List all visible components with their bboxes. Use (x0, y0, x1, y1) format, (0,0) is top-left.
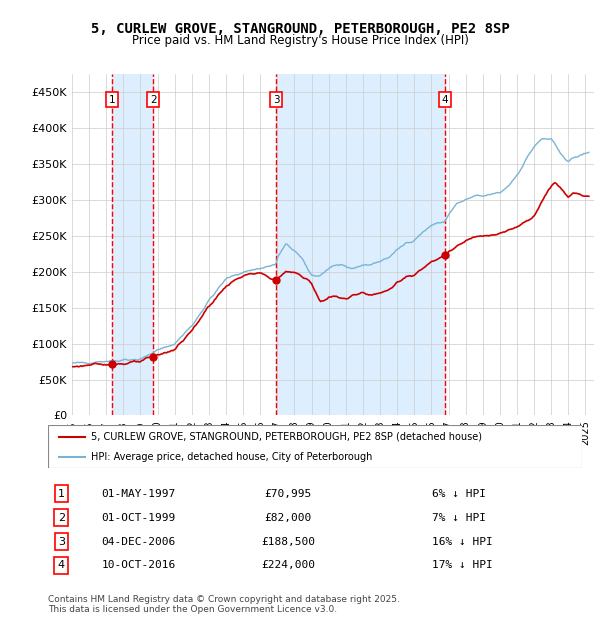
Text: 5, CURLEW GROVE, STANGROUND, PETERBOROUGH, PE2 8SP (detached house): 5, CURLEW GROVE, STANGROUND, PETERBOROUG… (91, 432, 482, 442)
Text: £188,500: £188,500 (262, 536, 316, 547)
Text: £70,995: £70,995 (265, 489, 312, 499)
Text: 2: 2 (58, 513, 65, 523)
Text: 4: 4 (442, 94, 448, 105)
Text: 5, CURLEW GROVE, STANGROUND, PETERBOROUGH, PE2 8SP: 5, CURLEW GROVE, STANGROUND, PETERBOROUG… (91, 22, 509, 36)
Text: 7% ↓ HPI: 7% ↓ HPI (433, 513, 487, 523)
Text: Contains HM Land Registry data © Crown copyright and database right 2025.: Contains HM Land Registry data © Crown c… (48, 595, 400, 604)
Text: 6% ↓ HPI: 6% ↓ HPI (433, 489, 487, 499)
Text: This data is licensed under the Open Government Licence v3.0.: This data is licensed under the Open Gov… (48, 604, 337, 614)
Text: 01-MAY-1997: 01-MAY-1997 (101, 489, 176, 499)
Text: 2: 2 (150, 94, 157, 105)
Bar (112, 74, 153, 415)
Text: 04-DEC-2006: 04-DEC-2006 (101, 536, 176, 547)
Bar (276, 74, 445, 415)
Text: 17% ↓ HPI: 17% ↓ HPI (433, 560, 493, 570)
Text: 3: 3 (272, 94, 280, 105)
Text: £82,000: £82,000 (265, 513, 312, 523)
Text: 01-OCT-1999: 01-OCT-1999 (101, 513, 176, 523)
Text: 10-OCT-2016: 10-OCT-2016 (101, 560, 176, 570)
Text: HPI: Average price, detached house, City of Peterborough: HPI: Average price, detached house, City… (91, 452, 372, 463)
Text: 1: 1 (58, 489, 65, 499)
Text: 4: 4 (58, 560, 65, 570)
Text: £224,000: £224,000 (262, 560, 316, 570)
Text: 3: 3 (58, 536, 65, 547)
FancyBboxPatch shape (48, 425, 582, 468)
Text: Price paid vs. HM Land Registry's House Price Index (HPI): Price paid vs. HM Land Registry's House … (131, 34, 469, 47)
Text: 16% ↓ HPI: 16% ↓ HPI (433, 536, 493, 547)
Text: 1: 1 (109, 94, 115, 105)
